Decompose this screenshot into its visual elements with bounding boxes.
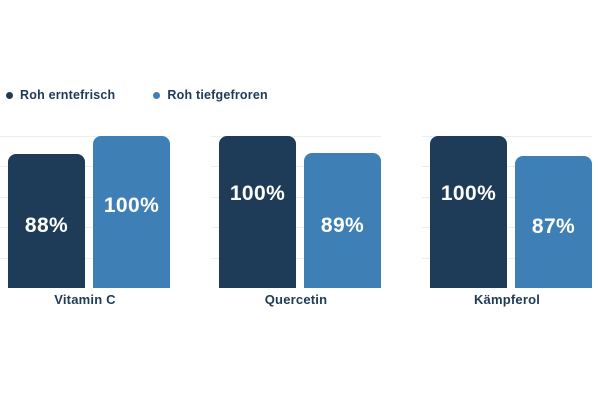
grouped-bar-chart: 88% 100% Vitamin C 100% 89% Quercetin 100% 87% K… (0, 136, 592, 307)
legend-dot-icon (153, 91, 161, 99)
bar-value-label: 88% (24, 214, 69, 238)
gridline-60 (0, 196, 170, 198)
chart-panel-quercetin: 100% 89% Quercetin (211, 136, 381, 307)
category-label-quercetin: Quercetin (264, 292, 328, 307)
chart-panel-vitamin-c: 88% 100% Vitamin C (0, 136, 170, 307)
gridline-100 (422, 136, 592, 137)
gridline-80 (211, 166, 381, 168)
gridline-40 (422, 227, 592, 229)
legend-item-roh-tiefgefroren[interactable]: Roh tiefgefroren (153, 88, 268, 102)
bar-value-label: 87% (531, 215, 576, 239)
gridline-100 (211, 136, 381, 137)
gridline-60 (422, 196, 592, 198)
gridline-40 (211, 227, 381, 229)
legend-item-roh-erntefrisch[interactable]: Roh erntefrisch (6, 88, 115, 102)
bar-value-label: 89% (320, 213, 365, 237)
bar-vitamin-c-roh-tiefgefroren[interactable]: 100% (93, 136, 170, 288)
bar-kämpferol-roh-erntefrisch[interactable]: 100% (430, 136, 507, 288)
bar-kämpferol-roh-tiefgefroren[interactable]: 87% (515, 155, 592, 288)
bar-value-label: 100% (103, 193, 160, 217)
gridline-100 (0, 136, 170, 137)
gridline-20 (422, 257, 592, 259)
bar-quercetin-roh-tiefgefroren[interactable]: 89% (304, 152, 381, 288)
gridline-80 (422, 166, 592, 168)
chart-panel-kämpferol: 100% 87% Kämpferol (422, 136, 592, 307)
gridline-60 (211, 196, 381, 198)
bar-value-label: 100% (229, 181, 286, 205)
bar-quercetin-roh-erntefrisch[interactable]: 100% (219, 136, 296, 288)
category-label-vitamin-c: Vitamin C (54, 292, 116, 307)
category-label-kämpferol: Kämpferol (473, 292, 541, 307)
bar-value-label: 100% (440, 181, 497, 205)
legend-label: Roh erntefrisch (20, 88, 116, 102)
legend-dot-icon (6, 91, 13, 99)
bar-vitamin-c-roh-erntefrisch[interactable]: 88% (8, 154, 85, 288)
gridline-80 (0, 166, 170, 168)
gridline-20 (211, 257, 381, 259)
gridline-20 (0, 257, 170, 259)
gridline-40 (0, 227, 170, 229)
legend: Roh erntefrisch Roh tiefgefroren (6, 88, 268, 102)
legend-label: Roh tiefgefroren (167, 88, 268, 102)
